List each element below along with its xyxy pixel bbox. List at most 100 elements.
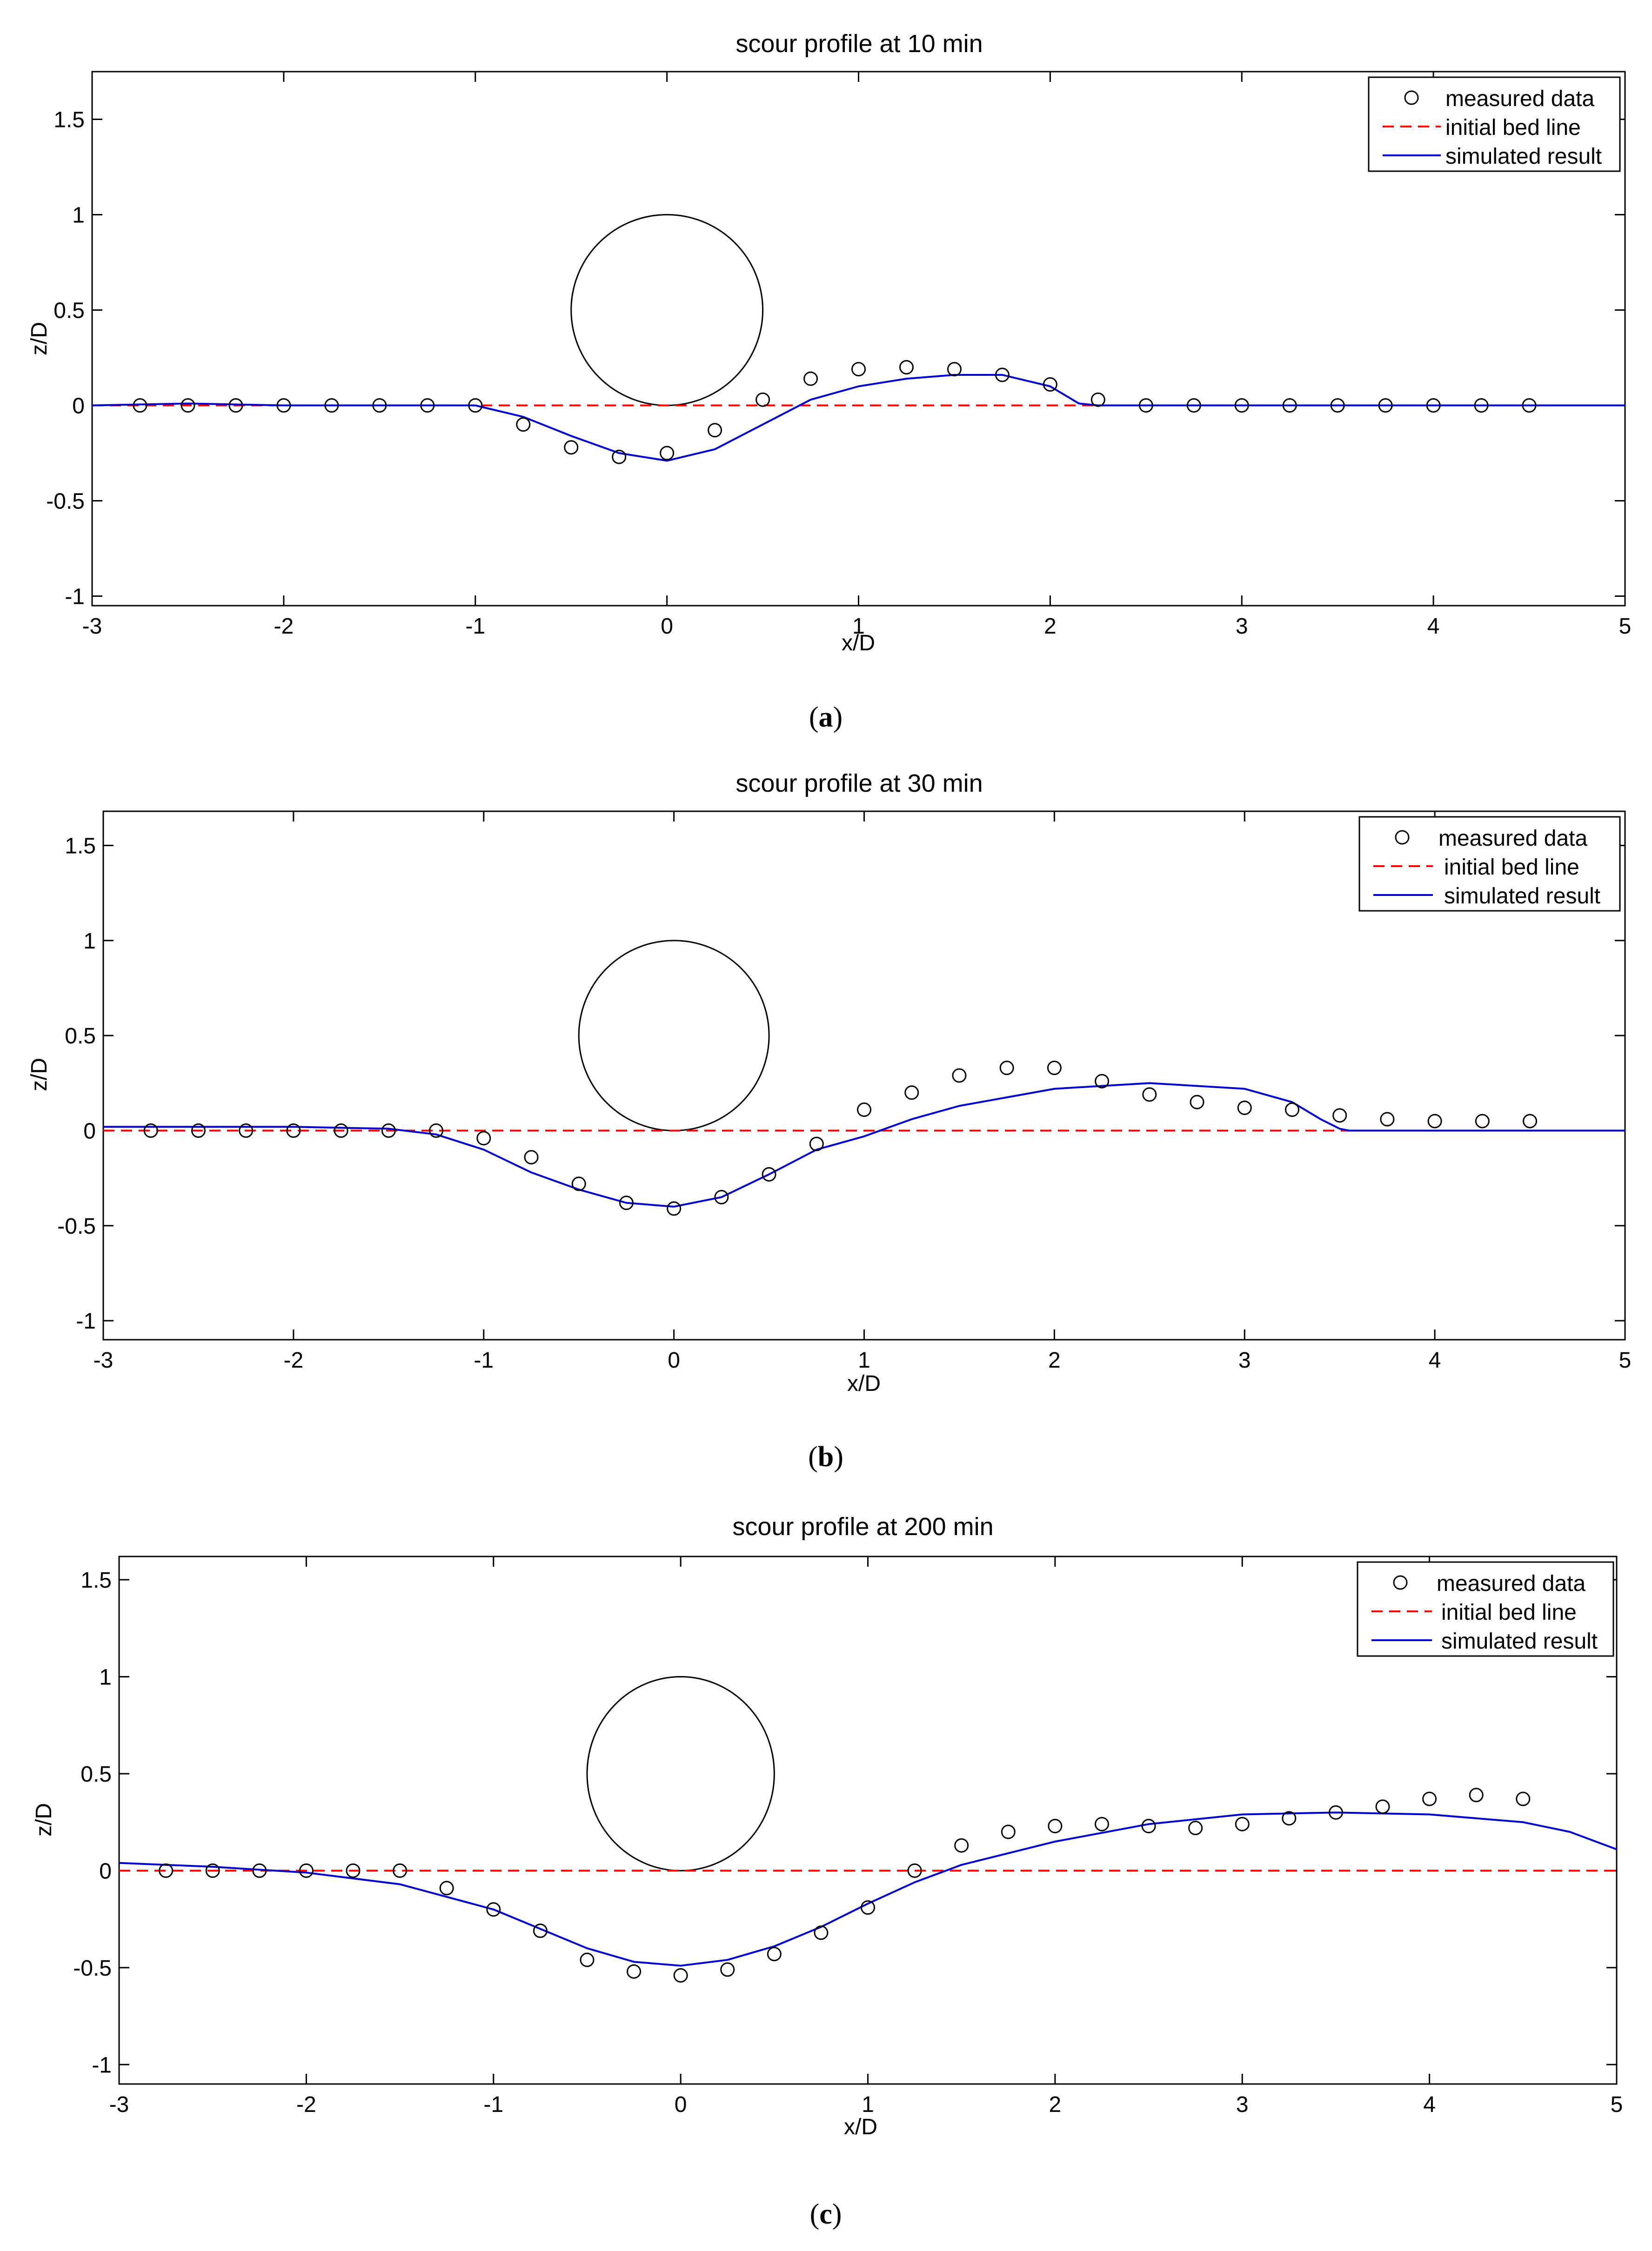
legend-measured-marker-b [1395,830,1410,845]
x-tick-label: 3 [1238,1348,1251,1373]
y-tick-label: -1 [76,1309,96,1334]
measured-data-point [907,1863,922,1878]
measured-data-point [1522,398,1537,413]
y-axis-label-a: z/D [27,322,52,355]
measured-data-point [720,1962,735,1977]
measured-data-point [420,398,435,413]
legend-measured-label-b: measured data [1438,826,1588,851]
measured-data-point [1282,1811,1297,1826]
x-tick-label: 4 [1427,614,1440,639]
panel-a: scour profile at 10 min -3 -2 -1 0 1 2 3 4 5 -1 -0… [27,30,1631,733]
measured-data-point [181,398,195,413]
measured-data-point [1235,1817,1250,1831]
measured-data-point [1328,1805,1343,1820]
measured-data-point [1427,1114,1442,1129]
y-tick-label: 1.5 [54,108,85,133]
measured-data-point [516,417,531,432]
x-tick-label: 1 [858,1348,870,1373]
measured-data-point [476,1131,491,1146]
panel-letter-b: b [818,1441,834,1473]
x-tick-label: -3 [109,2092,129,2117]
measured-data-point [486,1902,501,1917]
measured-data-point [1138,398,1153,413]
measured-data-point [1047,1061,1062,1075]
measured-data-point [1141,1819,1156,1834]
x-tick-label: 1 [862,2092,874,2117]
measured-data-point [393,1863,408,1878]
panel-label-c: (c) [810,2198,842,2230]
measured-data-point [673,1968,688,1983]
measured-data-point [1330,398,1345,413]
y-tick-label: 0.5 [54,299,85,323]
y-tick-label: 0.5 [80,1762,112,1787]
measured-data-point [439,1881,454,1896]
measured-data-point [851,362,866,377]
measured-data-point [252,1863,267,1878]
x-tick-label: -2 [296,2092,316,2117]
y-tick-label: 0 [99,1859,112,1884]
x-tick-label: 2 [1049,2092,1062,2117]
x-tick-label: -2 [284,1348,304,1373]
measured-data-point [857,1102,871,1117]
legend-measured-marker-a [1404,90,1419,105]
y-axis-label-b: z/D [27,1058,52,1091]
measured-data-point [429,1123,444,1138]
ticks-c: -3 -2 -1 0 1 2 3 4 5 -1 -0.5 0 0.5 1 1.5 [73,1556,1623,2117]
y-tick-label: -1 [65,585,85,609]
x-tick-label: 5 [1619,1348,1632,1373]
measured-data-point [334,1123,348,1138]
measured-data-point [995,367,1010,382]
measured-data-point [1094,1817,1109,1831]
x-tick-label: 0 [675,2092,687,2117]
measured-data-point [1516,1791,1531,1806]
series-a [92,360,1625,464]
measured-data-point [1380,1112,1395,1127]
measured-data-point [381,1123,396,1138]
plot-area-c: -3 -2 -1 0 1 2 3 4 5 -1 -0.5 0 0.5 1 1.5 measured data… [73,1556,1623,2117]
x-tick-label: 4 [1429,1348,1441,1373]
ticks-b: -3 -2 -1 0 1 2 3 4 5 -1 -0.5 0 0.5 1 1.5 [57,811,1631,1373]
pier-circle [586,1676,775,1871]
measured-data-point [667,1201,682,1216]
legend-simulated-label-c: simulated result [1441,1629,1598,1654]
panel-b: scour profile at 30 min -3 -2 -1 0 1 2 3 4 5 -1 -0… [27,769,1631,1473]
measured-data-point [803,371,818,386]
measured-data-point [1001,1824,1016,1839]
measured-data-point [299,1863,314,1878]
measured-data-point [904,1085,919,1100]
legend-simulated-label-a: simulated result [1445,144,1602,169]
measured-data-point [762,1167,776,1182]
measured-data-point [191,1123,206,1138]
x-tick-label: -1 [483,2092,503,2117]
measured-data-point [346,1863,361,1878]
measured-data-point [1475,1114,1490,1129]
x-tick-label: 4 [1423,2092,1436,2117]
measured-data-point [1186,398,1201,413]
measured-data-point [1043,377,1057,392]
measured-data-point [1332,1108,1347,1123]
measured-data-point [612,449,627,464]
chart-title-a: scour profile at 10 min [736,30,983,58]
measured-data-point [1282,398,1297,413]
y-tick-label: 1.5 [80,1568,112,1593]
legend-initial-label-a: initial bed line [1445,115,1581,140]
measured-data-point [814,1925,829,1940]
legend-measured-label-c: measured data [1437,1571,1586,1596]
x-tick-label: 3 [1236,2092,1249,2117]
panel-label-a: (a) [809,701,843,733]
measured-data-point [276,398,291,413]
legend-c: measured data initial bed line simulated… [1357,1561,1614,1657]
measured-data-point [767,1947,782,1962]
series-b [103,1061,1625,1216]
panel-letter-a: a [819,701,833,733]
plot-area-b: -3 -2 -1 0 1 2 3 4 5 -1 -0.5 0 0.5 1 1.5 measured data… [57,810,1631,1373]
measured-data-point [1378,398,1393,413]
measured-data-point [1095,1074,1110,1089]
measured-data-point [239,1123,254,1138]
legend-initial-label-c: initial bed line [1441,1600,1577,1625]
legend-measured-marker-c [1393,1575,1408,1590]
legend-b: measured data initial bed line simulated… [1358,816,1621,912]
x-axis-label-c: x/D [844,2115,877,2139]
pier-c [586,1676,775,1871]
